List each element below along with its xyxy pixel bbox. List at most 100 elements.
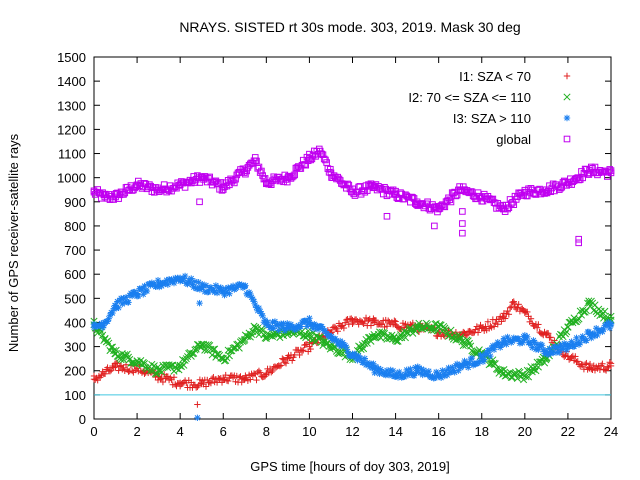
data-point <box>446 196 454 204</box>
x-tick-label: 12 <box>345 424 359 439</box>
data-point <box>607 320 615 327</box>
data-point <box>221 291 228 299</box>
data-point <box>465 364 472 371</box>
y-tick-label: 1300 <box>57 98 86 113</box>
y-tick-label: 200 <box>64 364 86 379</box>
data-point <box>188 350 197 358</box>
data-point <box>607 167 615 174</box>
data-point <box>509 299 516 306</box>
outlier-point <box>459 229 466 237</box>
data-point <box>197 343 205 352</box>
data-point <box>194 172 201 179</box>
data-point <box>447 198 455 206</box>
legend-label: I3: SZA > 110 <box>453 111 531 126</box>
x-tick-label: 14 <box>388 424 402 439</box>
data-point <box>170 279 178 287</box>
data-point <box>436 320 444 329</box>
data-point <box>381 183 388 191</box>
data-point <box>106 367 114 375</box>
outlier-point <box>431 222 438 230</box>
data-point <box>297 323 304 330</box>
data-point <box>468 354 476 362</box>
data-point <box>599 360 606 367</box>
data-point <box>453 335 461 343</box>
data-point <box>498 318 505 325</box>
data-point <box>343 316 350 324</box>
data-point <box>340 324 348 332</box>
legend-marker <box>563 72 571 80</box>
data-point <box>481 356 488 363</box>
data-point <box>217 179 225 186</box>
x-tick-label: 10 <box>302 424 316 439</box>
axis-ticks: 0 2 4 6 8 10 12 14 16 18 20 22 240100200300400500600… <box>57 50 618 439</box>
y-axis-label: Number of GPS receiver-satellite rays <box>6 133 21 352</box>
data-point <box>367 322 375 329</box>
data-point <box>384 317 392 324</box>
x-tick-label: 4 <box>177 424 184 439</box>
data-point <box>574 358 581 365</box>
data-point <box>104 364 111 371</box>
data-point <box>125 368 132 375</box>
data-point <box>425 367 433 375</box>
data-point <box>115 367 122 374</box>
data-point <box>291 171 298 179</box>
data-point <box>179 277 186 285</box>
data-point <box>606 324 613 332</box>
data-point <box>307 345 314 353</box>
x-tick-label: 18 <box>475 424 489 439</box>
legend-label: global <box>496 132 531 147</box>
data-point <box>522 373 530 381</box>
data-point <box>206 173 214 181</box>
data-point <box>282 360 290 367</box>
data-point <box>343 343 350 351</box>
legend-marker <box>563 135 571 143</box>
data-point <box>607 312 615 320</box>
data-point <box>318 323 325 330</box>
data-point <box>606 359 613 366</box>
data-point <box>504 205 511 213</box>
y-tick-label: 600 <box>64 267 86 282</box>
data-point <box>160 181 168 188</box>
x-tick-label: 22 <box>561 424 575 439</box>
data-point <box>259 327 267 335</box>
data-point <box>288 357 296 364</box>
data-point <box>355 183 362 191</box>
data-point <box>499 201 506 209</box>
data-point <box>558 183 566 191</box>
series-3 <box>90 145 615 216</box>
x-tick-label: 24 <box>604 424 618 439</box>
data-point <box>167 361 176 369</box>
data-point <box>125 299 132 306</box>
legend-label: I2: 70 <= SZA <= 110 <box>408 90 531 105</box>
data-point <box>392 318 399 325</box>
data-point <box>110 364 117 371</box>
y-tick-label: 1100 <box>58 147 86 162</box>
data-point <box>365 316 372 324</box>
data-point <box>397 189 404 196</box>
data-point <box>505 311 513 318</box>
data-point <box>547 188 554 196</box>
data-point <box>588 365 595 373</box>
data-point <box>524 308 531 316</box>
y-tick-label: 1500 <box>57 50 86 65</box>
data-point <box>154 363 162 371</box>
y-tick-label: 1400 <box>57 74 86 89</box>
data-point <box>607 360 615 367</box>
data-point <box>501 315 509 322</box>
y-tick-label: 500 <box>64 291 86 306</box>
data-point <box>194 383 201 391</box>
data-point <box>251 324 259 332</box>
data-point <box>107 343 115 351</box>
data-point <box>487 352 494 360</box>
legend: I1: SZA < 70 I2: 70 <= SZA <= 110 I3: SZA … <box>408 69 571 147</box>
data-point <box>519 339 526 347</box>
data-point <box>332 324 339 331</box>
data-point <box>474 329 482 336</box>
y-tick-label: 1000 <box>57 171 86 186</box>
data-point <box>393 337 401 346</box>
data-point <box>506 304 514 311</box>
data-point <box>202 383 210 390</box>
data-point <box>345 181 353 189</box>
y-tick-label: 400 <box>64 315 86 330</box>
outlier-point <box>383 212 391 220</box>
